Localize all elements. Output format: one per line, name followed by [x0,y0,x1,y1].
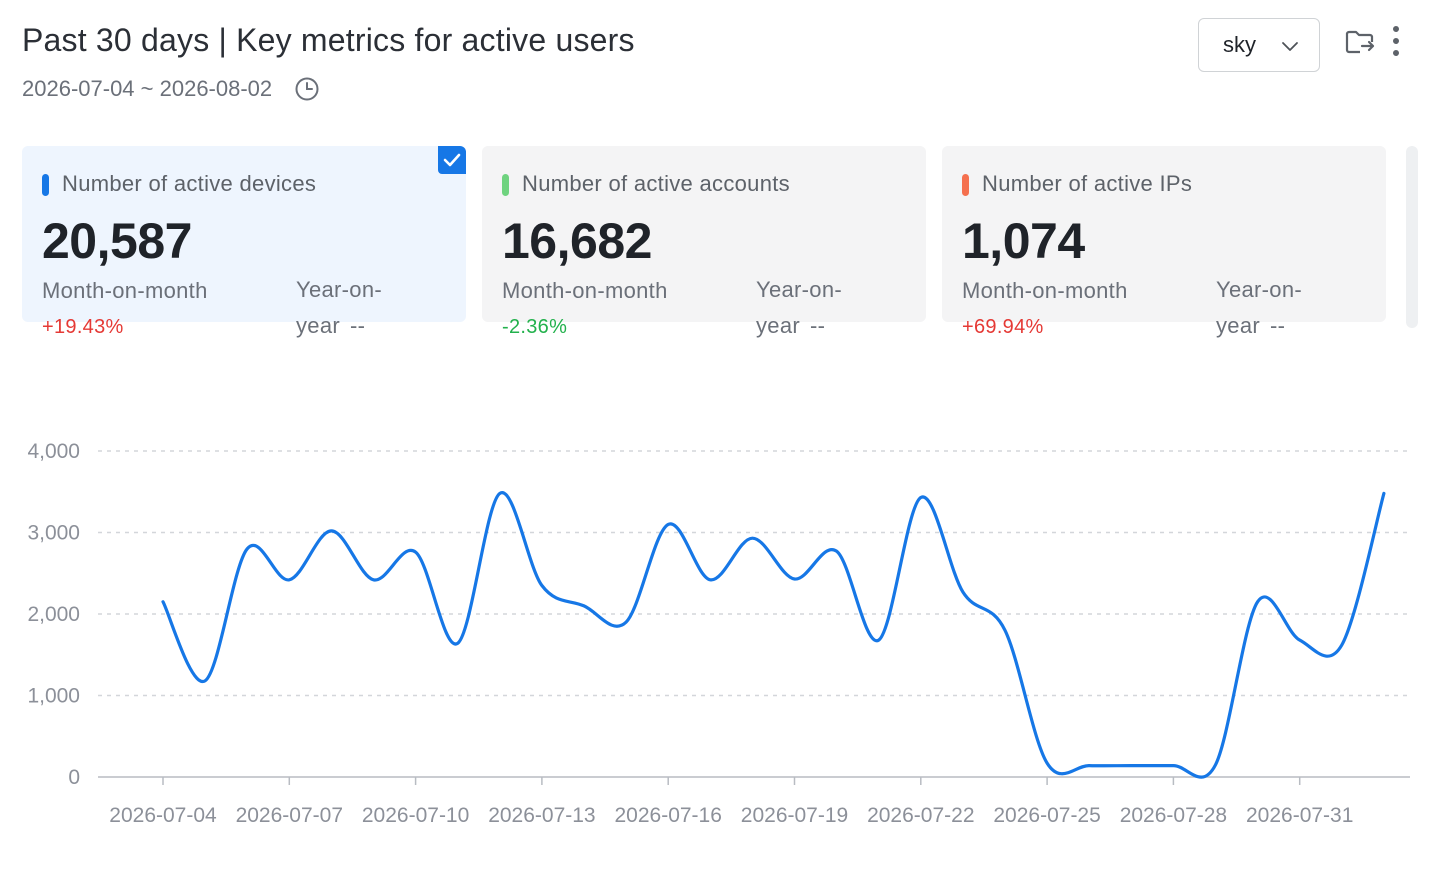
yoy-label-text: Year-on-year [1216,277,1302,338]
series-color-marker [42,174,49,196]
mom-value: +19.43% [42,316,124,338]
metric-value: 20,587 [42,213,192,269]
y-tick-label: 4,000 [27,440,80,463]
mom-value: -2.36% [502,316,568,338]
x-tick-label: 2026-07-10 [362,804,469,827]
x-tick-label: 2026-07-31 [1246,804,1353,827]
metric-label: Number of active devices [62,171,317,196]
yoy-label: Year-on-year -- [756,272,896,344]
yoy-label: Year-on-year -- [296,272,436,344]
yoy-value: -- [810,313,826,338]
yoy-label-text: Year-on-year [296,277,382,338]
mom-label: Month-on-month [502,278,668,303]
metric-value: 1,074 [962,213,1085,269]
x-tick-label: 2026-07-13 [488,804,595,827]
metric-label: Number of active accounts [522,171,790,196]
yoy-value: -- [350,313,366,338]
folder-export-icon[interactable] [1344,26,1376,58]
x-tick-label: 2026-07-22 [867,804,974,827]
y-tick-label: 0 [68,766,80,789]
series-color-marker [962,174,969,196]
metric-card-accounts[interactable]: Number of active accounts 16,682 Month-o… [482,146,926,338]
series-color-marker [502,174,509,196]
mom-value: +69.94% [962,316,1044,338]
x-tick-label: 2026-07-16 [614,804,721,827]
y-tick-label: 2,000 [27,603,80,626]
date-range: 2026-07-04 ~ 2026-08-02 [22,76,320,102]
metric-card-devices[interactable]: Number of active devices 20,587 Month-on… [22,146,466,338]
clock-icon[interactable] [294,76,320,102]
x-tick-label: 2026-07-07 [236,804,343,827]
x-tick-label: 2026-07-04 [109,804,217,827]
metric-card-ips[interactable]: Number of active IPs 1,074 Month-on-mont… [942,146,1386,338]
x-tick-label: 2026-07-28 [1120,804,1227,827]
metric-value: 16,682 [502,213,652,269]
series-line [161,491,1386,779]
yoy-label-text: Year-on-year [756,277,842,338]
y-tick-label: 1,000 [27,685,80,708]
more-vertical-icon[interactable] [1386,24,1406,58]
yoy-value: -- [1270,313,1286,338]
y-tick-label: 3,000 [27,522,80,545]
select-value: sky [1223,32,1256,57]
selected-checkbox[interactable] [438,146,466,174]
mom-label: Month-on-month [42,278,208,303]
x-tick-label: 2026-07-19 [741,804,848,827]
data-source-select[interactable]: sky [1198,18,1320,72]
checkmark-icon [443,153,461,167]
mom-label: Month-on-month [962,278,1128,303]
metric-label: Number of active IPs [982,171,1193,196]
date-range-text: 2026-07-04 ~ 2026-08-02 [22,76,273,101]
cards-scroll-next-stub[interactable] [1406,146,1418,328]
x-tick-label: 2026-07-25 [993,804,1100,827]
chevron-down-icon [1282,42,1298,51]
page-title: Past 30 days | Key metrics for active us… [22,22,635,58]
yoy-label: Year-on-year -- [1216,272,1356,344]
